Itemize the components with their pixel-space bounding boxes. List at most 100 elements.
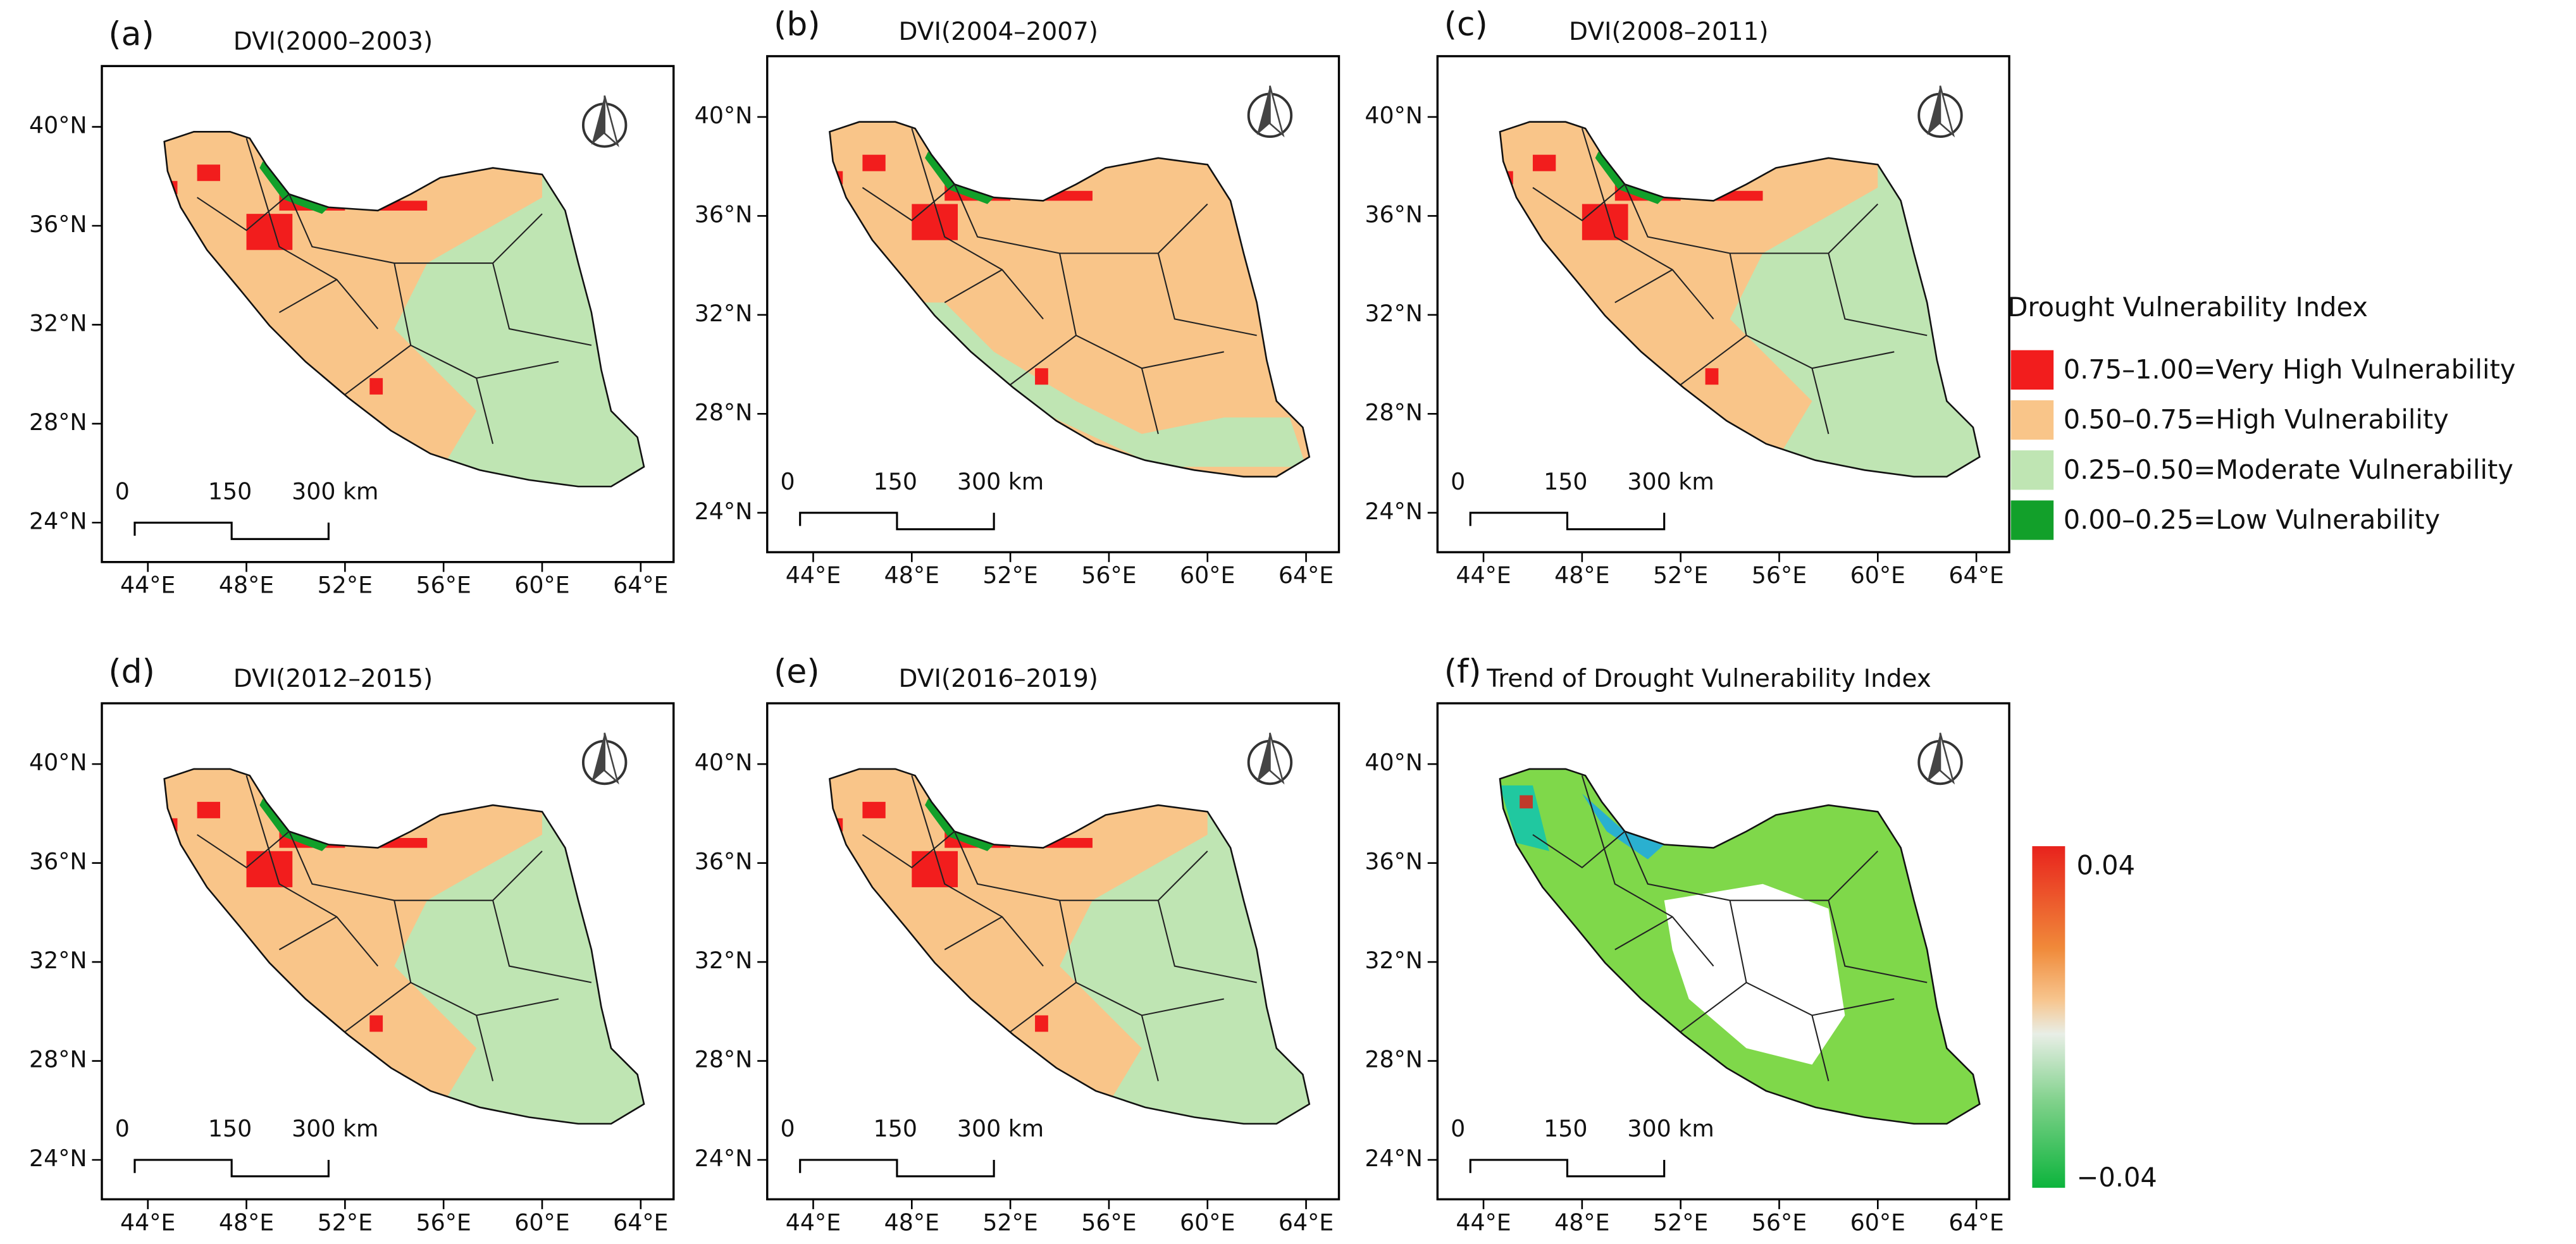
lon-tick-label: 44°E (1456, 1209, 1511, 1236)
very-high-area (197, 900, 214, 914)
very-high-area (378, 837, 428, 848)
north-arrow (1927, 732, 1940, 782)
province-border (911, 775, 1044, 967)
lat-tick-label: 28°N (29, 409, 87, 436)
panel-frame (1436, 55, 2010, 553)
legend-label: 0.50–0.75=High Vulnerability (2064, 404, 2449, 435)
colorbar-min: −0.04 (2077, 1162, 2157, 1193)
scale-label: 0 (1451, 1115, 1465, 1142)
scale-label: 300 km (292, 1115, 378, 1142)
legend-label: 0.75–1.00=Very High Vulnerability (2064, 354, 2516, 385)
very-high-area (912, 204, 958, 240)
lat-tick-label: 28°N (1365, 1046, 1423, 1073)
scale-label: 300 km (1627, 468, 1714, 495)
province-border (1059, 253, 1224, 369)
low-area (925, 151, 994, 204)
lon-tick-label: 48°E (1554, 1209, 1609, 1236)
colorbar-max: 0.04 (2077, 850, 2136, 881)
decreasing-area (1582, 793, 1664, 859)
lon-tick-label: 48°E (884, 562, 939, 589)
panel-frame (766, 55, 1341, 553)
lon-tick-label: 56°E (1752, 562, 1807, 589)
province-border (245, 775, 379, 967)
panel-label: (b) (774, 6, 820, 44)
lon-tick-label: 60°E (514, 572, 569, 599)
lat-tick-label: 36°N (695, 848, 753, 875)
lat-tick-label: 36°N (1365, 848, 1423, 875)
lat-tick-label: 40°N (695, 749, 753, 776)
lon-tick-label: 48°E (1554, 562, 1609, 589)
scale-label: 150 (208, 1115, 252, 1142)
north-arrow (1256, 85, 1270, 135)
north-arrow (1269, 732, 1285, 785)
very-high-area (230, 941, 244, 961)
province-border (1828, 253, 1928, 336)
country-map (1500, 121, 1980, 477)
lon-tick-label: 52°E (982, 1209, 1037, 1236)
very-high-area (862, 253, 879, 267)
low-area (925, 798, 994, 851)
legend-swatch (2010, 350, 2054, 390)
legend-label: 0.00–0.25=Low Vulnerability (2064, 504, 2440, 535)
panel-title: DVI(2012–2015) (233, 665, 433, 693)
lon-tick-label: 56°E (416, 1209, 471, 1236)
map-panel: (f) Trend of Drought Vulnerability Index 4… (1365, 653, 2010, 1236)
panel-label: (d) (108, 653, 154, 691)
lon-tick-label: 44°E (1456, 562, 1511, 589)
scale-bar (133, 521, 330, 540)
province-border (911, 128, 1044, 320)
low-area (259, 798, 329, 851)
province-border (1157, 253, 1257, 336)
very-high-area (230, 304, 244, 324)
scale-label: 150 (208, 478, 252, 505)
very-high-area (895, 294, 909, 314)
country-outline (829, 768, 1311, 1125)
lon-tick-label: 52°E (982, 562, 1037, 589)
scale-label: 0 (1451, 468, 1465, 495)
lat-tick-label: 28°N (1365, 398, 1423, 426)
lat-tick-label: 40°N (1365, 102, 1423, 129)
lon-tick-label: 56°E (1081, 562, 1136, 589)
very-high-area (246, 214, 293, 250)
country-map (164, 132, 645, 487)
lat-tick-label: 28°N (695, 1046, 753, 1073)
panel-label: (f) (1444, 653, 1482, 691)
lat-tick-label: 28°N (695, 398, 753, 426)
scale-label: 300 km (957, 468, 1044, 495)
very-high-area (1035, 368, 1048, 385)
lat-tick-label: 40°N (695, 102, 753, 129)
panel-frame (766, 702, 1341, 1201)
scale-label: 150 (874, 1115, 917, 1142)
province-border (1828, 900, 1928, 983)
panel-frame (101, 65, 675, 563)
very-high-area (378, 200, 428, 211)
lon-tick-label: 64°E (613, 1209, 668, 1236)
province-border (476, 1015, 494, 1081)
lat-tick-label: 32°N (695, 300, 753, 327)
scale-label: 0 (781, 468, 795, 495)
very-high-area (1713, 190, 1763, 201)
map-panel: (e) DVI(2016–2019) 40°N 36°N 32°N 28°N 24°N 44°… (695, 653, 1341, 1236)
lat-tick-label: 32°N (29, 309, 87, 336)
lat-tick-label: 24°N (695, 498, 753, 525)
lat-tick-label: 24°N (29, 1145, 87, 1172)
moderate-area (912, 302, 1306, 467)
panel-label: (a) (108, 16, 154, 54)
legend: Drought Vulnerability Index 0.75–1.00=Ver… (2007, 292, 2515, 540)
low-area (1595, 151, 1664, 204)
country-outline (829, 121, 1311, 477)
lon-tick-label: 56°E (416, 572, 471, 599)
scale-label: 150 (1544, 468, 1587, 495)
country-outline (1499, 121, 1981, 477)
scale-bar (799, 512, 995, 531)
panel-frame (101, 702, 675, 1201)
north-arrow (1256, 732, 1270, 782)
lon-tick-label: 44°E (120, 572, 175, 599)
province-border (1059, 900, 1224, 1016)
legend-swatch (2010, 500, 2054, 540)
very-high-area (197, 263, 214, 276)
very-high-area (895, 941, 909, 961)
scale-bar (799, 1159, 995, 1178)
lat-tick-label: 40°N (1365, 749, 1423, 776)
lon-tick-label: 48°E (219, 1209, 274, 1236)
